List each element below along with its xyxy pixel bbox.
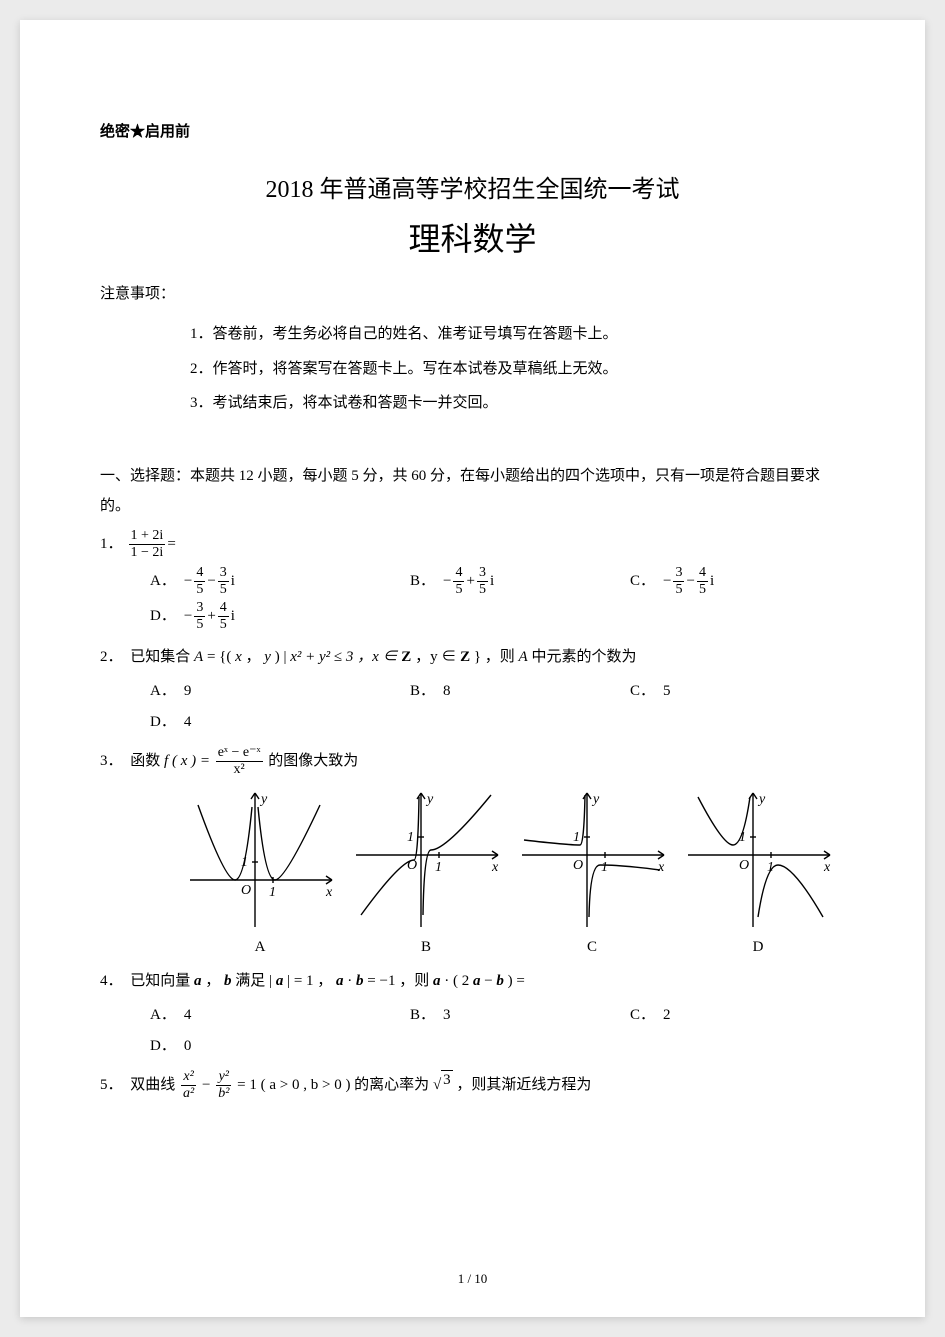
notice-item: 2．作答时，将答案写在答题卡上。写在本试卷及草稿纸上无效。 [190, 352, 845, 387]
q2-option-C: C．5 [630, 678, 830, 705]
chart-D: yxO11 D [678, 785, 838, 956]
section-heading: 一、选择题：本题共 12 小题，每小题 5 分，共 60 分，在每小题给出的四个… [100, 461, 845, 521]
q3-fraction: eˣ − e⁻ˣ x² [216, 746, 263, 777]
svg-text:y: y [425, 792, 434, 807]
q1-options: A． − 45 − 35 i B． − 45 + 35 i C． − 35 − … [100, 566, 845, 636]
q4-options: A．4 B．3 C．2 D．0 [100, 1002, 845, 1064]
chart-B: yxO11 B [346, 785, 506, 956]
notice-heading: 注意事项： [100, 282, 845, 303]
q2-option-D: D．4 [150, 709, 410, 736]
q2-options: A．9 B．8 C．5 D．4 [100, 678, 845, 740]
notice-item: 1．答卷前，考生务必将自己的姓名、准考证号填写在答题卡上。 [190, 317, 845, 352]
svg-text:y: y [259, 792, 268, 807]
q4-option-B: B．3 [410, 1002, 630, 1029]
chart-C: yxO11 C [512, 785, 672, 956]
confidential-label: 绝密★启用前 [100, 120, 845, 141]
q4-option-A: A．4 [150, 1002, 410, 1029]
svg-text:O: O [573, 858, 583, 873]
subject-title: 理科数学 [100, 214, 845, 260]
question-2: 2． 已知集合 A = {( x ， y ) | x² + y² ≤ 3 ，x … [100, 642, 845, 672]
svg-text:1: 1 [601, 860, 608, 875]
q1-equals: = [167, 529, 175, 559]
q2-option-A: A．9 [150, 678, 410, 705]
q1-number: 1． [100, 529, 123, 559]
question-4: 4． 已知向量 a ， b 满足 | a | = 1 ， a · b = −1 … [100, 966, 845, 996]
sqrt-icon: √3 [433, 1070, 453, 1100]
q1-option-A: A． − 45 − 35 i [150, 566, 410, 597]
question-1: 1． 1 + 2i 1 − 2i = [100, 529, 845, 560]
svg-text:y: y [591, 792, 600, 807]
q1-option-C: C． − 35 − 45 i [630, 566, 830, 597]
q2-option-B: B．8 [410, 678, 630, 705]
svg-text:1: 1 [435, 860, 442, 875]
svg-text:1: 1 [269, 885, 276, 900]
q1-option-B: B． − 45 + 35 i [410, 566, 630, 597]
notice-list: 1．答卷前，考生务必将自己的姓名、准考证号填写在答题卡上。 2．作答时，将答案写… [100, 317, 845, 421]
q4-option-C: C．2 [630, 1002, 830, 1029]
svg-text:O: O [739, 858, 749, 873]
svg-text:O: O [241, 883, 251, 898]
q4-option-D: D．0 [150, 1033, 410, 1060]
q1-option-D: D． − 35 + 45 i [150, 601, 410, 632]
question-5: 5． 双曲线 x²a² − y²b² = 1 ( a > 0 , b > 0 )… [100, 1070, 845, 1101]
svg-text:x: x [325, 885, 333, 900]
exam-title: 2018 年普通高等学校招生全国统一考试 [100, 169, 845, 204]
chart-A: yxO11 A [180, 785, 340, 956]
svg-text:1: 1 [573, 830, 580, 845]
question-3: 3． 函数 f ( x ) = eˣ − e⁻ˣ x² 的图像大致为 [100, 746, 845, 777]
svg-text:1: 1 [407, 830, 414, 845]
page-footer: 1 / 10 [20, 1271, 925, 1287]
svg-text:x: x [823, 860, 831, 875]
svg-text:y: y [757, 792, 766, 807]
svg-text:x: x [657, 860, 665, 875]
notice-item: 3．考试结束后，将本试卷和答题卡一并交回。 [190, 386, 845, 421]
exam-page: 绝密★启用前 2018 年普通高等学校招生全国统一考试 理科数学 注意事项： 1… [20, 20, 925, 1317]
q3-charts: yxO11 A yxO11 B yxO11 C yxO11 D [100, 785, 845, 956]
svg-text:x: x [491, 860, 499, 875]
q1-fraction: 1 + 2i 1 − 2i [129, 529, 166, 560]
